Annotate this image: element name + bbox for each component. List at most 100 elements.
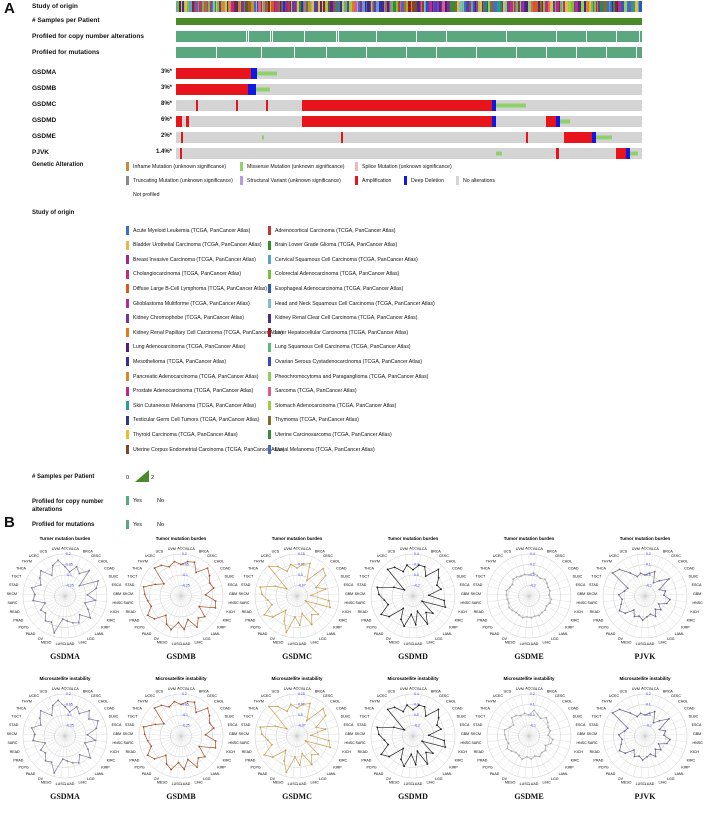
not-profiled-gap bbox=[246, 31, 247, 42]
radar-axis-label: OV bbox=[386, 777, 392, 781]
radar-point bbox=[659, 748, 662, 751]
radar-axis-label: TGCT bbox=[476, 574, 487, 578]
radar-point bbox=[153, 567, 156, 570]
radar-axis-label: CHOL bbox=[678, 560, 688, 564]
radar-point bbox=[388, 755, 391, 758]
radar-axis-label: READ bbox=[10, 610, 20, 614]
radar-point bbox=[386, 708, 389, 711]
radar-point bbox=[629, 712, 632, 714]
radar-point bbox=[653, 570, 656, 573]
radar-axis-label: ACC bbox=[525, 686, 533, 690]
radar-tick-label: 0.2 bbox=[414, 563, 419, 567]
alteration-mark bbox=[556, 116, 560, 127]
study-stripe bbox=[227, 1, 228, 12]
radar-point bbox=[86, 734, 89, 736]
radar-point bbox=[301, 612, 304, 615]
legend-label: Brain Lower Grade Glioma (TCGA, PanCance… bbox=[275, 242, 398, 249]
legend-swatch bbox=[126, 226, 129, 235]
study-stripe bbox=[618, 1, 621, 12]
not-profiled-gap bbox=[616, 31, 617, 42]
radar-point bbox=[259, 586, 262, 588]
study-stripe bbox=[379, 1, 381, 12]
radar-spoke bbox=[33, 735, 66, 764]
radar-point bbox=[633, 749, 635, 751]
samples-legend-min: 0 bbox=[126, 475, 130, 481]
radar-point bbox=[285, 771, 288, 774]
radar-point bbox=[95, 587, 98, 590]
legend-swatch bbox=[126, 313, 129, 323]
study-stripe bbox=[424, 1, 425, 12]
radar-axis-label: SKCM bbox=[239, 732, 249, 736]
radar-point bbox=[652, 581, 655, 584]
study-stripe bbox=[441, 1, 442, 12]
study-stripe bbox=[555, 1, 556, 12]
radar-point bbox=[162, 582, 165, 585]
study-stripe bbox=[508, 1, 510, 12]
radar-point bbox=[286, 570, 289, 573]
radar-spoke bbox=[636, 554, 646, 597]
radar-series-line bbox=[376, 704, 446, 767]
radar-axis-label: KIRP bbox=[217, 766, 226, 770]
radar-spoke bbox=[412, 595, 450, 618]
radar-axis-label: LIHC bbox=[427, 780, 436, 784]
study-stripe bbox=[633, 1, 635, 12]
radar-point bbox=[421, 740, 423, 743]
radar-axis-label: DLBC bbox=[341, 574, 351, 578]
radar-spoke bbox=[45, 595, 66, 634]
study-stripe bbox=[181, 1, 182, 12]
legend-swatch bbox=[404, 176, 407, 185]
radar-spoke bbox=[296, 595, 324, 630]
radar-point bbox=[653, 710, 656, 713]
radar-axis-label: UCS bbox=[388, 690, 396, 694]
radar-spoke bbox=[640, 735, 646, 778]
radar-axis-label: HNSC bbox=[693, 601, 704, 605]
radar-point bbox=[665, 602, 668, 605]
radar-axis-label: UVM bbox=[168, 687, 176, 691]
study-stripe bbox=[421, 1, 422, 12]
radar-spoke bbox=[517, 595, 530, 637]
radar-title: Tumor mutation burden bbox=[156, 536, 207, 541]
radar-spoke bbox=[64, 595, 92, 630]
radar-point bbox=[146, 754, 149, 757]
radar-axis-label: STAD bbox=[357, 723, 367, 727]
study-legend-item: Lung Squamous Cell Carcinoma (TCGA, PanC… bbox=[268, 342, 411, 352]
radar-axis-label: KIRC bbox=[339, 758, 348, 762]
study-stripe bbox=[510, 1, 513, 12]
radar-point bbox=[51, 704, 54, 707]
radar-spoke bbox=[412, 560, 436, 597]
radar-spoke bbox=[644, 595, 687, 603]
radar-tick-label: 0.1 bbox=[646, 703, 651, 707]
radar-point bbox=[644, 714, 646, 716]
radar-spoke bbox=[296, 565, 327, 597]
study-stripe bbox=[216, 1, 217, 12]
radar-axis-label: KIRC bbox=[339, 618, 348, 622]
radar-spoke bbox=[618, 735, 646, 770]
study-stripe bbox=[217, 1, 219, 12]
radar-spoke bbox=[158, 700, 182, 737]
radar-axis-label: STAD bbox=[589, 583, 599, 587]
radar-spoke bbox=[618, 595, 646, 630]
radar-axis-label: PCPG bbox=[251, 766, 261, 770]
radar-spoke bbox=[267, 705, 298, 737]
radar-axis-label: PRAD bbox=[477, 618, 487, 622]
radar-axis-label: LAML bbox=[327, 772, 336, 776]
radar-point bbox=[668, 578, 670, 580]
study-stripe bbox=[525, 1, 526, 12]
radar-spoke bbox=[141, 735, 182, 750]
radar-spoke bbox=[487, 735, 530, 743]
radar-point bbox=[50, 621, 53, 624]
radar-axis-label: OV bbox=[154, 777, 160, 781]
radar-axis-label: ESCA bbox=[576, 583, 586, 587]
radar-tick-label: 0.0 bbox=[530, 573, 535, 577]
study-stripe bbox=[231, 1, 234, 12]
radar-spoke bbox=[45, 735, 66, 774]
study-stripe bbox=[598, 1, 600, 12]
radar-axis-label: GBM bbox=[461, 732, 469, 736]
radar-axis-label: ESCA bbox=[460, 583, 470, 587]
radar-point bbox=[301, 752, 304, 755]
radar-spoke bbox=[412, 595, 433, 634]
no-alteration-bar bbox=[176, 68, 642, 79]
radar-spoke bbox=[528, 735, 566, 758]
radar-axis-label: UVM bbox=[168, 547, 176, 551]
study-stripe bbox=[281, 1, 282, 12]
